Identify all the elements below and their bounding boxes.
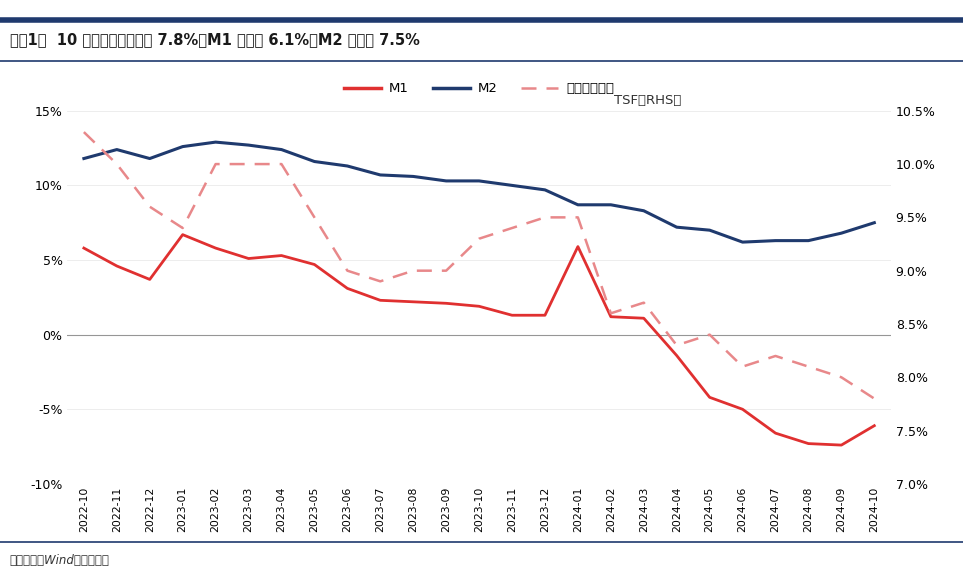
Text: 图袆1：  10 月社融存量同比增 7.8%、M1 同比减 6.1%、M2 同比增 7.5%: 图袆1： 10 月社融存量同比增 7.8%、M1 同比减 6.1%、M2 同比增…	[10, 32, 420, 47]
Legend: M1, M2, 社融（右轴）: M1, M2, 社融（右轴）	[339, 77, 619, 100]
Text: TSF（RHS）: TSF（RHS）	[614, 94, 682, 107]
Text: 资料来源：Wind，中信建投: 资料来源：Wind，中信建投	[10, 554, 110, 567]
